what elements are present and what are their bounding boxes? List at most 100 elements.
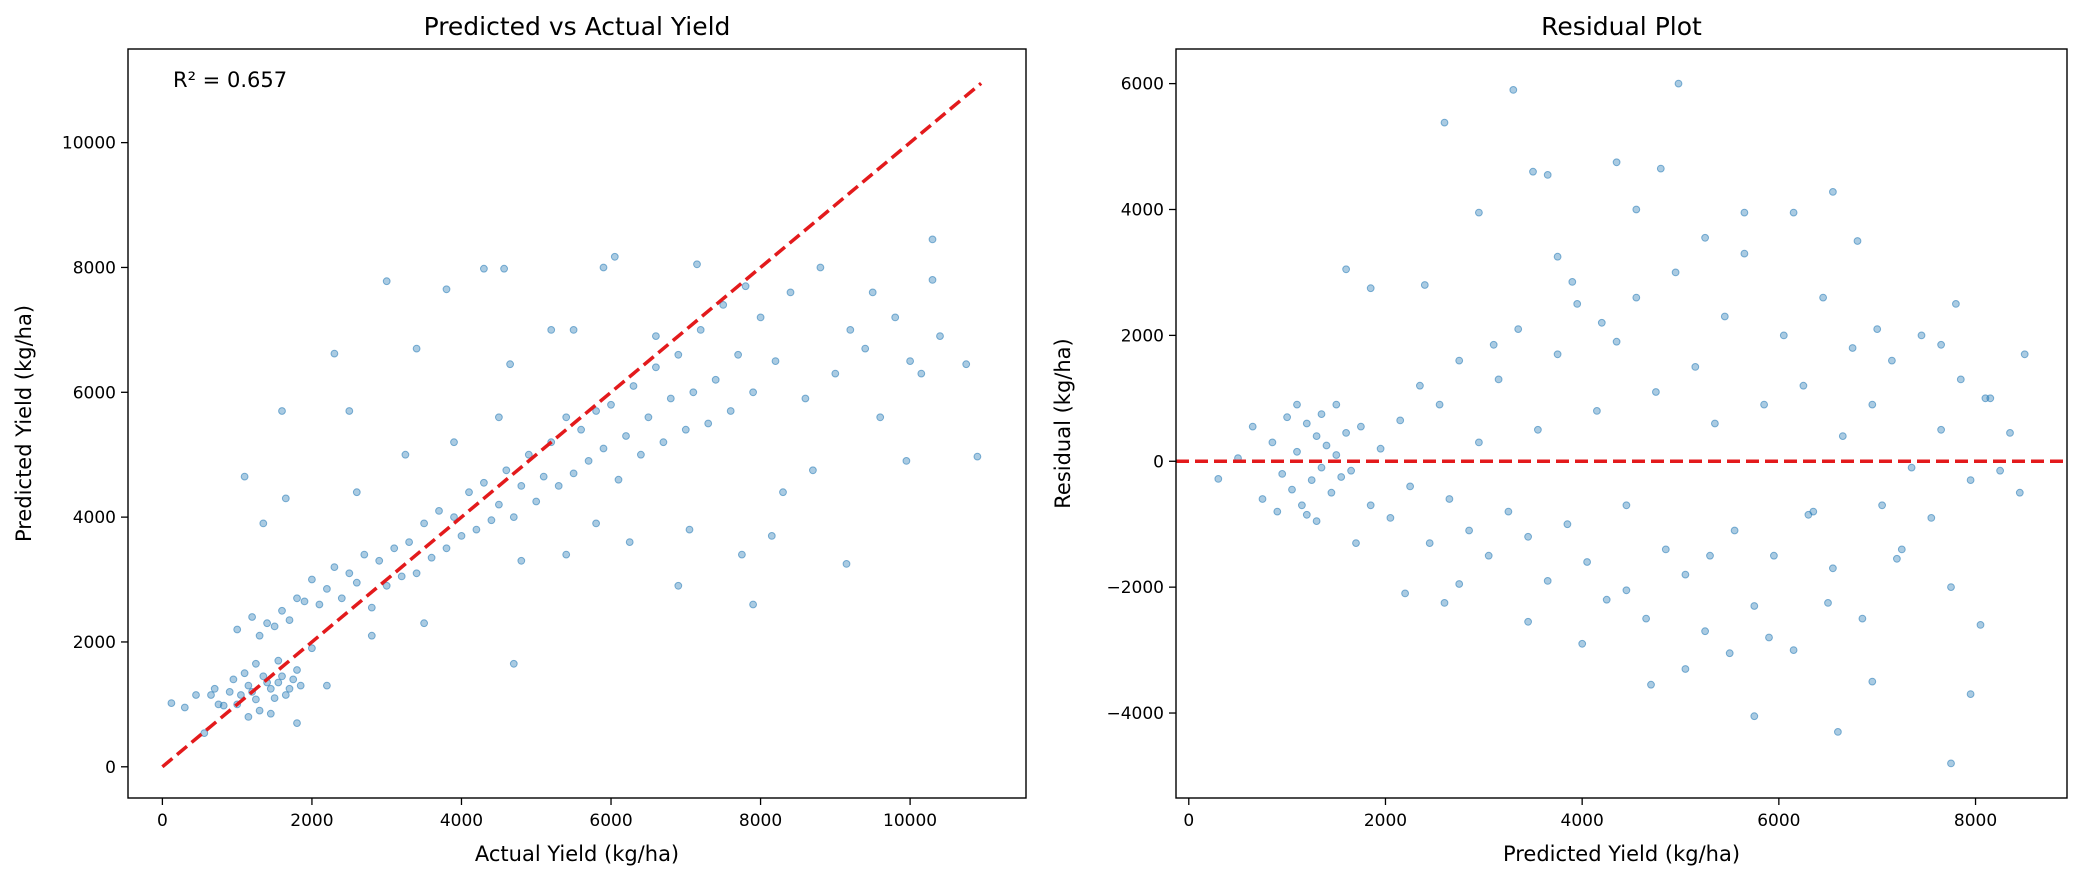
scatter-point [420, 619, 429, 628]
scatter-point [659, 438, 668, 447]
scatter-point [1868, 400, 1877, 409]
scatter-point [831, 369, 840, 378]
scatter-point [278, 672, 286, 681]
scatter-point [2015, 488, 2024, 497]
scatter-point [1317, 463, 1326, 472]
scatter-point [2006, 429, 2014, 437]
x-ticks: 0 2000 4000 6000 8000 10000 [157, 798, 937, 831]
scatter-point [382, 277, 391, 286]
scatter-point [506, 360, 515, 369]
scatter-point [547, 326, 556, 334]
scatter-point [1312, 432, 1321, 441]
scatter-point [569, 469, 578, 478]
scatter-point [1278, 470, 1287, 478]
scatter-point [1475, 438, 1483, 447]
scatter-point [435, 507, 443, 515]
scatter-point [352, 578, 361, 587]
scatter-point [629, 382, 638, 390]
scatter-panel-residuals: 0 2000 4000 6000 8000 −4000 −2000 0 2000 4000 600… [1051, 12, 2068, 866]
scatter-point [562, 413, 571, 422]
scatter-point [274, 656, 283, 665]
x-axis-label: Actual Yield (kg/ha) [475, 842, 679, 866]
scatter-point [1366, 284, 1375, 293]
scatter-point [1273, 507, 1282, 516]
scatter-point [1642, 614, 1650, 623]
scatter-point [1927, 514, 1936, 522]
scatter-point [1632, 205, 1641, 214]
scatter-point [274, 678, 283, 687]
scatter-point [666, 394, 675, 403]
scatter-point [962, 360, 971, 369]
scatter-point [323, 585, 331, 593]
scatter-point [973, 452, 982, 461]
scatter-point [1386, 514, 1395, 522]
scatter-point [1553, 350, 1562, 359]
scatter-point [1897, 545, 1906, 554]
scatter-point [1440, 118, 1449, 127]
scatter-point [1647, 680, 1655, 689]
scatter-point [450, 513, 458, 521]
scatter-point [330, 349, 339, 358]
scatter-point [1952, 300, 1960, 308]
scatter-point [1681, 665, 1690, 673]
scatter-point [252, 659, 260, 668]
scatter-point [1917, 331, 1926, 340]
scatter-point [210, 684, 219, 693]
scatter-point [906, 357, 914, 366]
scatter-point [300, 597, 309, 606]
scatter-point [1622, 586, 1631, 595]
scatter-point [1661, 545, 1670, 554]
scatter-point [427, 553, 436, 562]
scatter-point [308, 575, 316, 584]
scatter-point [577, 425, 585, 434]
scatter-point [442, 285, 451, 294]
scatter-point [749, 600, 757, 609]
scatter-point [1691, 363, 1700, 371]
scatter-point [375, 556, 384, 565]
scatter-point [681, 425, 690, 434]
scatter-point [1829, 188, 1837, 196]
scatter-point [390, 544, 399, 553]
scatter-point [509, 513, 518, 521]
scatter-point [786, 288, 795, 297]
scatter-point [1494, 375, 1503, 384]
scatter-point [382, 581, 391, 590]
scatter-point [500, 264, 509, 273]
scatter-point [1602, 595, 1611, 604]
scatter-point [1937, 340, 1945, 349]
scatter-point [1322, 441, 1331, 450]
x-tick-label: 8000 [1954, 811, 1997, 831]
scatter-point [704, 419, 713, 428]
scatter-point [1268, 438, 1277, 447]
scatter-point [293, 666, 301, 674]
scatter-point [270, 694, 279, 702]
scatter-point [554, 482, 563, 490]
scatter-point [323, 681, 331, 690]
x-tick-label: 2000 [1364, 811, 1407, 831]
scatter-point [207, 691, 215, 699]
scatter-point [240, 669, 249, 678]
y-ticks: 0 2000 4000 6000 8000 10000 [62, 134, 128, 778]
y-tick-label: 2000 [73, 633, 116, 653]
x-tick-label: 8000 [739, 811, 782, 831]
y-tick-label: 6000 [1121, 75, 1164, 95]
y-tick-label: 6000 [73, 383, 116, 403]
scatter-point [240, 472, 249, 481]
scatter-point [281, 494, 290, 503]
scatter-point [1524, 532, 1532, 541]
scatter-point [652, 363, 660, 372]
scatter-point [1258, 495, 1267, 503]
scatter-point [1425, 539, 1434, 547]
scatter-point [1996, 466, 2004, 475]
scatter-point [734, 350, 742, 359]
scatter-point [1701, 627, 1709, 636]
scatter-point [625, 538, 634, 546]
scatter-point [1214, 475, 1223, 483]
scatter-point [584, 457, 593, 465]
scatter-point [1701, 233, 1709, 242]
scatter-point [1327, 488, 1336, 497]
scatter-point [285, 684, 294, 693]
scatter-point [517, 556, 526, 565]
scatter-point [244, 713, 253, 721]
